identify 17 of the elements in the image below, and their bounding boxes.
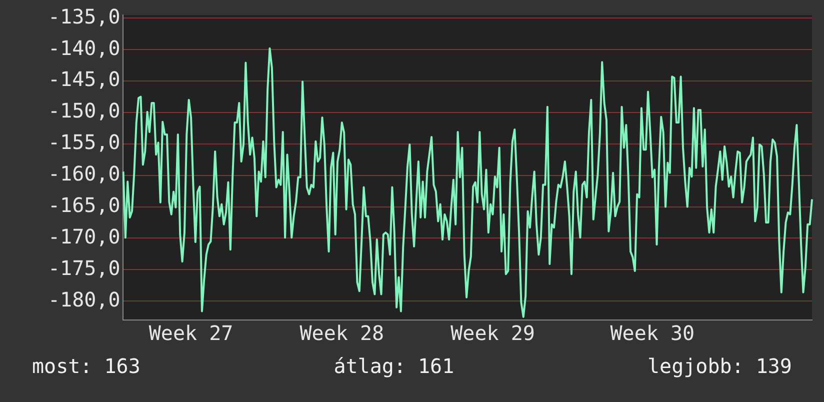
y-tick-label: -180,0 — [48, 287, 120, 312]
x-tick-label: Week 29 — [450, 321, 535, 346]
y-tick-label: -150,0 — [48, 98, 120, 123]
y-tick-label: -170,0 — [48, 224, 120, 248]
text: átlag: 161 — [334, 354, 454, 378]
y-tick-label: -165,0 — [48, 193, 120, 218]
x-tick-label: Week 27 — [148, 321, 234, 346]
y-tick-label: -175,0 — [48, 256, 120, 280]
x-tick-label: Week 30 — [610, 321, 695, 346]
text: most: 163 — [32, 354, 140, 378]
y-tick-label: -155,0 — [48, 130, 120, 154]
y-tick-label: -160,0 — [48, 162, 120, 186]
x-tick-label: Week 28 — [300, 321, 384, 346]
y-tick-label: -145,0 — [48, 67, 120, 92]
text: legjobb: 139 — [647, 354, 792, 378]
y-tick-label: -135,0 — [48, 4, 120, 28]
y-tick-label: -140,0 — [48, 36, 120, 60]
